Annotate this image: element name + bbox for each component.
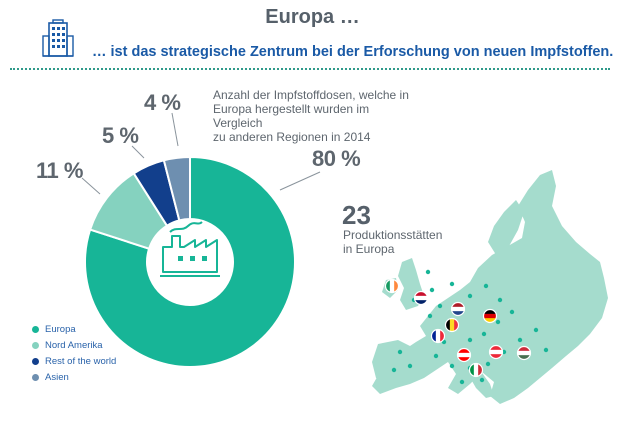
production-site-dot (391, 367, 397, 373)
production-site-dot (485, 361, 491, 367)
flag-hungary-icon (516, 345, 532, 361)
legend-swatch (32, 373, 39, 381)
production-site-dot (481, 331, 487, 337)
production-site-dot (517, 337, 523, 343)
production-site-dot (449, 363, 455, 369)
dotted-divider (10, 68, 610, 70)
production-site-dot (479, 377, 485, 383)
page-title: Europa … (265, 6, 360, 28)
legend-label: Europa (45, 323, 76, 335)
data-label-europa: 80 % (312, 146, 361, 171)
legend-label: Asien (45, 371, 69, 383)
chart-title: Anzahl der Impfstoffdosen, welche in Eur… (213, 88, 413, 144)
factory-icon (160, 221, 220, 277)
flag-austria-icon (488, 344, 504, 360)
production-site-dot (495, 319, 501, 325)
flag-switzerland-icon (456, 347, 472, 363)
production-site-dot (467, 293, 473, 299)
production-site-dot (433, 353, 439, 359)
flag-uk-icon (413, 290, 429, 306)
europe-mainland (372, 170, 608, 404)
leader-line-rest-of-the-world (131, 145, 145, 159)
data-label-nord-amerika: 11 % (36, 158, 83, 183)
production-site-dot (459, 379, 465, 385)
legend-item-nord-amerika: Nord Amerika (32, 337, 116, 353)
flag-netherlands-icon (450, 301, 466, 317)
production-site-dot (425, 269, 431, 275)
chart-title-line: Anzahl der Impfstoffdosen, welche in (213, 88, 409, 102)
production-site-dot (467, 337, 473, 343)
leader-line-asien (171, 112, 179, 147)
production-site-dot (397, 349, 403, 355)
pie-slice-asien (162, 155, 191, 222)
iberia (372, 340, 416, 386)
production-site-dot (509, 309, 515, 315)
page-subtitle: … ist das strategische Zentrum bei der E… (92, 44, 614, 60)
data-label-rest-of-the-world: 5 % (102, 123, 139, 148)
legend-label: Rest of the world (45, 355, 117, 367)
production-site-dot (533, 327, 539, 333)
leader-line-nord-amerika (81, 177, 101, 195)
leader-line-europa (279, 171, 321, 191)
chart-title-line: zu anderen Regionen in 2014 (213, 130, 371, 144)
legend-swatch (32, 357, 39, 365)
production-site-dot (497, 297, 503, 303)
legend-swatch (32, 325, 39, 333)
chart-legend: Europa Nord Amerika Rest of the world Asien (32, 321, 116, 385)
legend-swatch (32, 341, 39, 349)
sites-label: Produktionsstätten in Europa (343, 228, 453, 256)
legend-item-asien: Asien (32, 369, 116, 385)
legend-item-rest-of-the-world: Rest of the world (32, 353, 116, 369)
legend-label: Nord Amerika (45, 339, 103, 351)
scandinavia (488, 200, 524, 258)
production-site-dot (427, 313, 433, 319)
production-site-dot (429, 287, 435, 293)
flag-germany-icon (482, 308, 498, 324)
sites-count: 23 (342, 200, 371, 230)
flag-ireland-icon (384, 278, 400, 294)
sites-label-line: Produktionsstätten (343, 228, 443, 242)
europe-map (372, 170, 608, 404)
flag-belgium-icon (444, 317, 460, 333)
flag-italy-icon (468, 362, 484, 378)
sites-label-line: in Europa (343, 242, 395, 256)
chart-title-line: Europa hergestellt wurden im Vergleich (213, 102, 370, 130)
pie-slice-europa (84, 155, 296, 368)
legend-item-europa: Europa (32, 321, 116, 337)
office-building-icon (42, 18, 74, 65)
production-site-dot (407, 363, 413, 369)
data-label-asien: 4 % (144, 90, 181, 115)
production-site-dot (543, 347, 549, 353)
production-site-dot (449, 281, 455, 287)
flag-france-icon (430, 328, 446, 344)
production-site-dot (483, 283, 489, 289)
production-site-dot (437, 303, 443, 309)
